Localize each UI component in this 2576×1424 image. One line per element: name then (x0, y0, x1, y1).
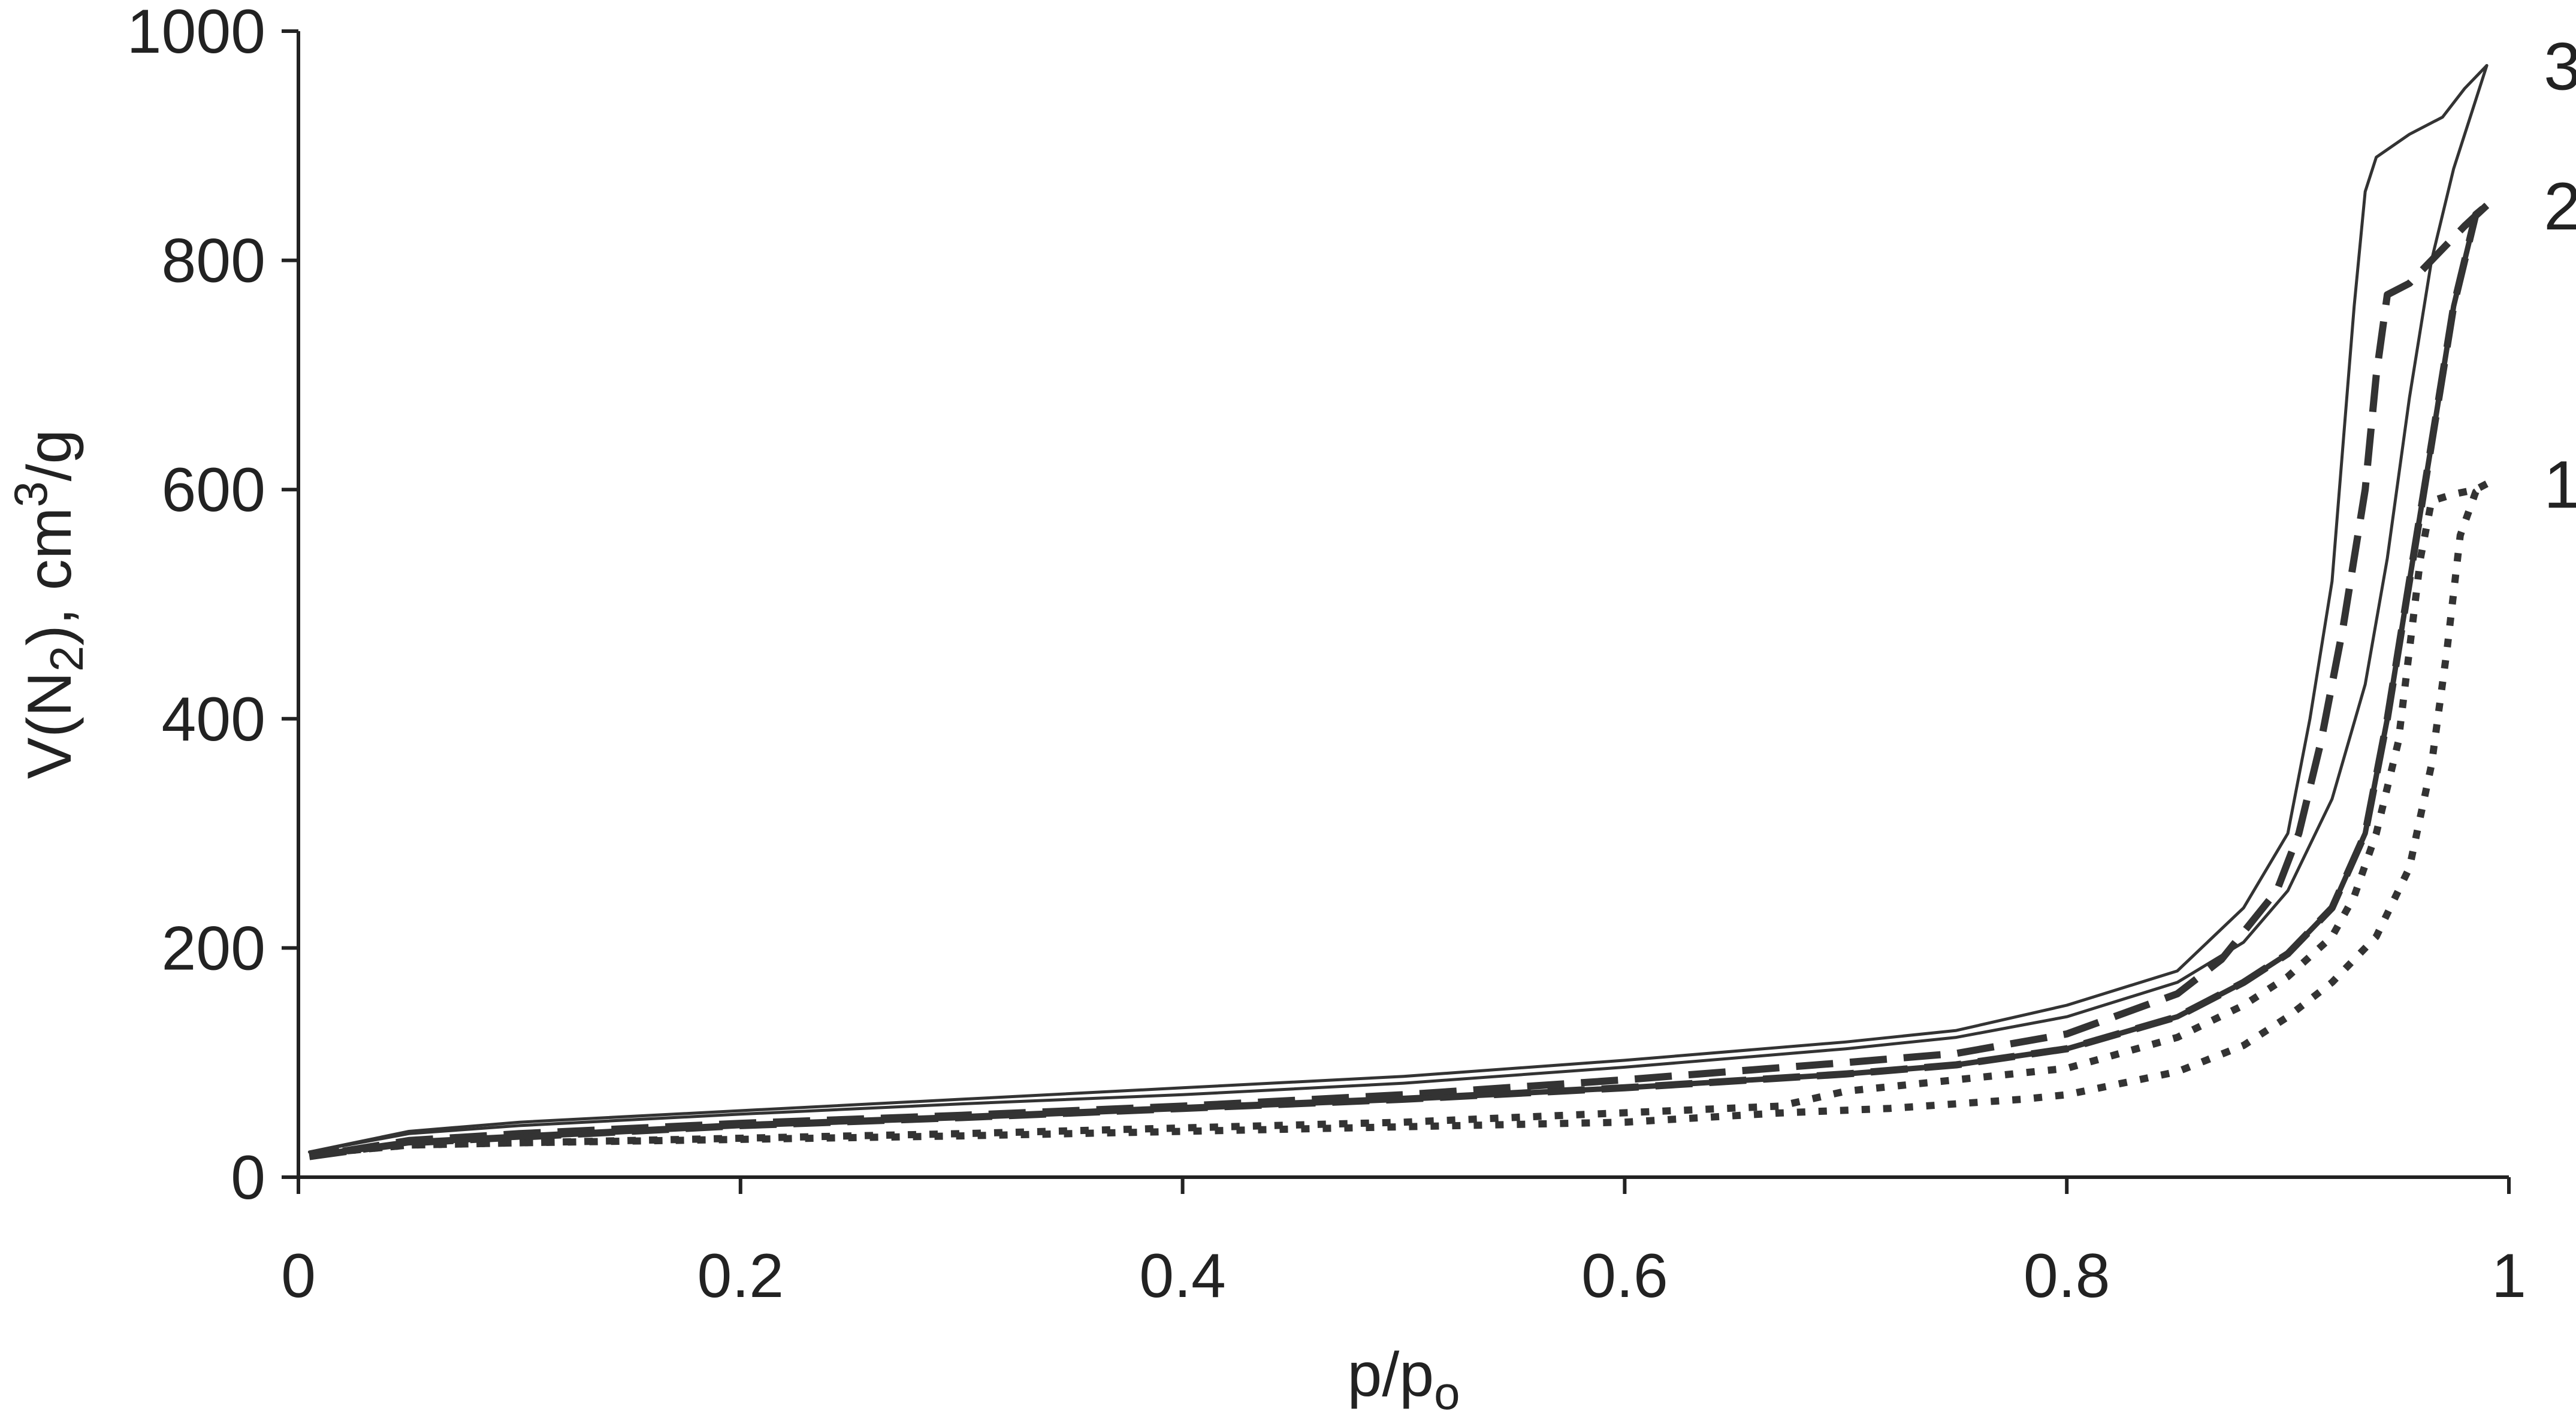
y-tick-label: 0 (231, 1143, 265, 1213)
y-axis-title: V(N2), cm3/g (4, 430, 93, 779)
x-tick-label: 0.8 (2024, 1241, 2110, 1311)
series-3-desorption-line (307, 64, 2489, 1154)
series-3-label: 3 (2544, 29, 2576, 104)
x-tick-label: 1 (2492, 1241, 2526, 1311)
y-tick-label: 400 (161, 685, 265, 754)
ticks: 0 200 400 600 800 1000 0 0.2 0.4 0.6 0.8 1 (127, 0, 2526, 1311)
axes (297, 31, 2509, 1179)
x-tick-label: 0.2 (697, 1241, 784, 1311)
y-axis-title-part3: /g (15, 430, 84, 482)
series-labels: 1 2 3 (2544, 29, 2576, 522)
series-layer (307, 64, 2490, 1160)
y-axis-title-part1: V(N (15, 672, 84, 779)
series-2-desorption-line (309, 202, 2490, 1160)
x-axis-title-sub: o (1434, 1366, 1460, 1419)
x-axis-title: p/po (1348, 1340, 1460, 1419)
x-tick-label: 0.6 (1581, 1241, 1668, 1311)
y-tick-label: 200 (161, 914, 265, 983)
series-1-adsorption-line (309, 480, 2489, 1158)
y-axis-title-sub: 2 (40, 646, 93, 672)
series-1-label: 1 (2544, 448, 2576, 522)
y-tick-label: 1000 (127, 0, 265, 66)
x-axis-title-base: p/p (1348, 1340, 1435, 1410)
x-tick-label: 0 (281, 1241, 316, 1311)
series-1-desorption-line (309, 480, 2489, 1158)
series-2-label: 2 (2544, 169, 2576, 244)
y-axis-title-part2: ), cm (15, 507, 84, 646)
y-axis-title-sup: 3 (4, 481, 57, 507)
x-tick-label: 0.4 (1139, 1241, 1226, 1311)
series-3-adsorption-line (307, 64, 2489, 1154)
y-tick-label: 600 (161, 455, 265, 525)
series-2-adsorption-line (309, 202, 2489, 1160)
y-tick-label: 800 (161, 226, 265, 296)
series-2-adsorption-solid-line (309, 203, 2489, 1160)
